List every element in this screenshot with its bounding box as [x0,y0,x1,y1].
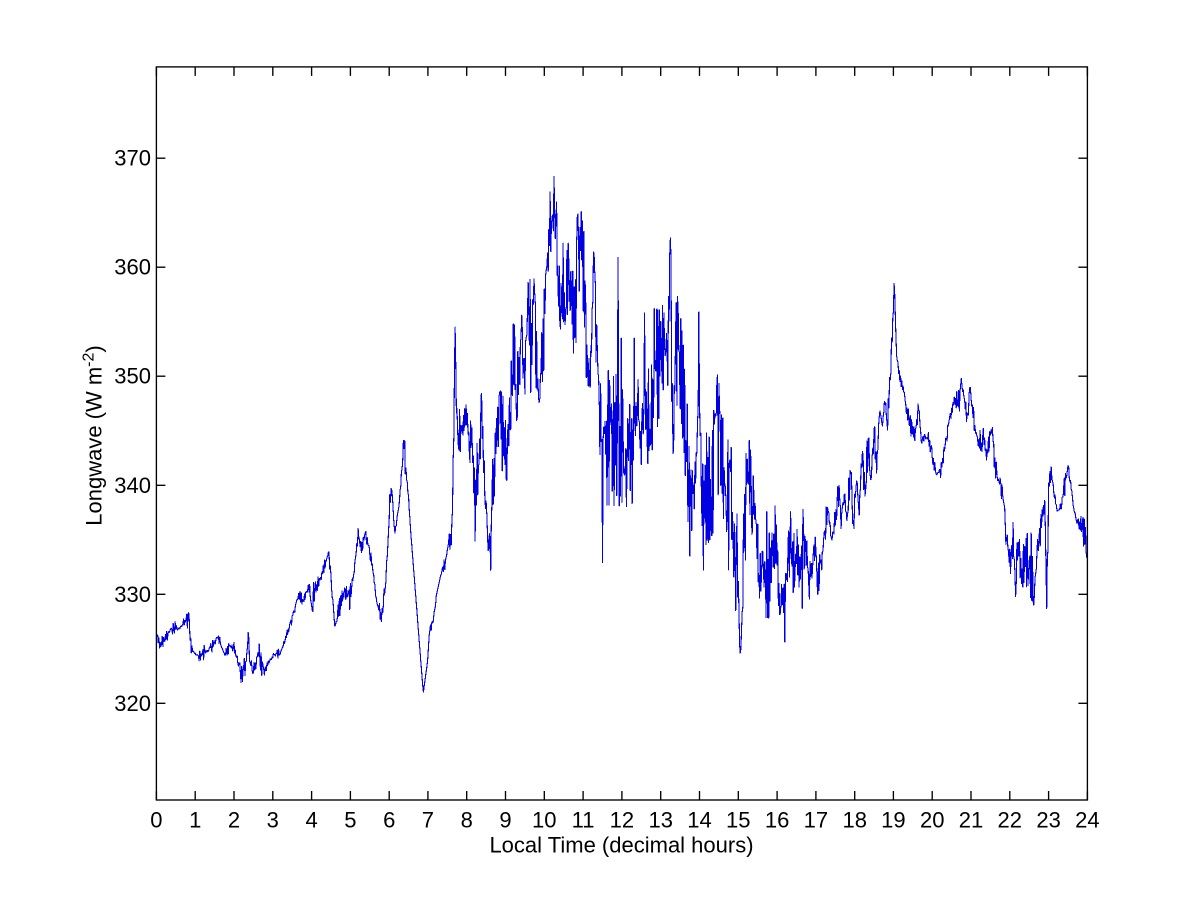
svg-text:3: 3 [267,808,279,833]
svg-text:Local Time (decimal hours): Local Time (decimal hours) [489,833,753,858]
svg-text:8: 8 [461,808,473,833]
svg-text:18: 18 [842,808,866,833]
svg-text:24: 24 [1075,808,1099,833]
svg-text:11: 11 [572,808,595,833]
svg-text:16: 16 [765,808,789,833]
svg-text:15: 15 [726,808,750,833]
svg-text:9: 9 [499,808,511,833]
svg-text:350: 350 [114,364,151,389]
svg-text:22: 22 [998,808,1022,833]
svg-text:7: 7 [422,808,434,833]
svg-text:12: 12 [610,808,634,833]
svg-text:20: 20 [920,808,944,833]
svg-text:17: 17 [804,808,828,833]
svg-text:10: 10 [532,808,556,833]
svg-text:1: 1 [189,808,201,833]
svg-text:Longwave (W m-2): Longwave (W m-2) [81,345,107,526]
svg-text:21: 21 [959,808,983,833]
svg-text:330: 330 [114,582,151,607]
svg-text:370: 370 [114,146,151,171]
svg-text:340: 340 [114,473,151,498]
svg-text:13: 13 [648,808,672,833]
svg-text:5: 5 [344,808,356,833]
svg-text:19: 19 [881,808,905,833]
svg-text:2: 2 [228,808,240,833]
svg-text:360: 360 [114,255,151,280]
svg-text:23: 23 [1036,808,1060,833]
svg-text:4: 4 [305,808,317,833]
svg-text:320: 320 [114,691,151,716]
svg-text:6: 6 [383,808,395,833]
svg-text:0: 0 [150,808,162,833]
svg-text:14: 14 [687,808,711,833]
